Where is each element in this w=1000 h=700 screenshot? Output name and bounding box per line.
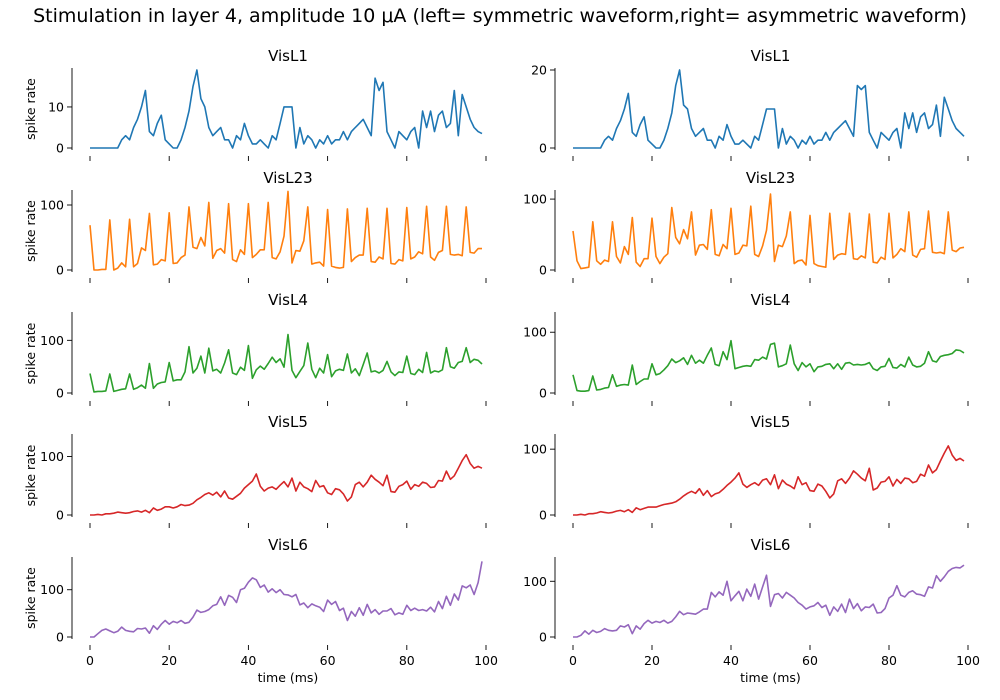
y-tick-label: 0 (56, 508, 64, 523)
subplot-title: VisL6 (268, 536, 308, 554)
series-line-visl6 (573, 564, 965, 638)
y-tick-label: 100 (40, 449, 64, 464)
y-axis-label: spike rate (23, 567, 38, 629)
y-tick-label: 0 (539, 386, 547, 401)
x-tick-label: 80 (881, 653, 897, 668)
y-tick-label: 100 (523, 574, 547, 589)
subplot-title: VisL4 (268, 291, 308, 309)
y-tick-label: 0 (56, 630, 64, 645)
x-tick-label: 60 (802, 653, 818, 668)
y-tick-label: 100 (523, 442, 547, 457)
subplot-title: VisL5 (751, 413, 791, 431)
subplot-title: VisL23 (746, 169, 795, 187)
y-tick-label: 0 (539, 141, 547, 156)
figure-title: Stimulation in layer 4, amplitude 10 μA … (33, 5, 967, 27)
subplot-visl23-right: VisL23 0 100 (523, 169, 969, 283)
x-axis-label: time (ms) (258, 670, 319, 685)
x-axis-label: time (ms) (740, 670, 801, 685)
subplot-visl5-right: VisL5 0 100 (523, 413, 969, 528)
subplot-visl4-right: VisL4 0 100 (523, 291, 969, 406)
series-line-visl23 (572, 193, 965, 270)
x-tick-label: 40 (240, 653, 256, 668)
series-line-visl1 (90, 69, 483, 149)
subplot-title: VisL6 (751, 536, 791, 554)
x-tick-label: 100 (956, 653, 980, 668)
y-tick-label: 10 (48, 99, 64, 114)
y-axis-label: spike rate (23, 78, 38, 140)
series-line-visl6 (90, 561, 483, 638)
x-tick-label: 20 (161, 653, 177, 668)
series-line-visl5 (573, 445, 965, 516)
subplot-title: VisL1 (751, 47, 791, 65)
y-tick-label: 100 (40, 582, 64, 597)
series-line-visl4 (572, 339, 965, 393)
y-tick-label: 0 (539, 630, 547, 645)
x-tick-label: 80 (399, 653, 415, 668)
y-axis-label: spike rate (23, 200, 38, 262)
y-tick-label: 100 (523, 325, 547, 340)
y-tick-label: 0 (56, 386, 64, 401)
subplot-title: VisL23 (263, 169, 312, 187)
x-tick-label: 20 (644, 653, 660, 668)
x-tick-label: 40 (723, 653, 739, 668)
series-line-visl4 (89, 333, 483, 393)
y-tick-label: 100 (40, 198, 64, 213)
x-tick-label: 100 (474, 653, 498, 668)
subplot-title: VisL5 (268, 413, 308, 431)
subplot-visl6-right: VisL6 0 100 0 20 40 60 80 100 time (ms) (523, 536, 980, 685)
series-line-visl1 (573, 69, 965, 149)
y-tick-label: 0 (56, 263, 64, 278)
x-tick-label: 0 (569, 653, 577, 668)
subplot-title: VisL4 (751, 291, 791, 309)
series-line-visl23 (89, 190, 482, 271)
subplot-visl1-right: VisL1 0 20 (531, 47, 969, 161)
y-tick-label: 100 (523, 192, 547, 207)
x-tick-label: 0 (86, 653, 94, 668)
y-tick-label: 20 (531, 63, 547, 78)
y-tick-label: 0 (56, 141, 64, 156)
subplot-visl1-left: VisL1 0 10 spike rate (23, 47, 487, 161)
series-line-visl5 (90, 453, 483, 516)
y-tick-label: 100 (40, 333, 64, 348)
y-tick-label: 0 (539, 508, 547, 523)
y-axis-label: spike rate (23, 322, 38, 384)
x-tick-label: 60 (320, 653, 336, 668)
y-axis-label: spike rate (23, 444, 38, 506)
y-tick-label: 0 (539, 263, 547, 278)
subplot-title: VisL1 (268, 47, 308, 65)
